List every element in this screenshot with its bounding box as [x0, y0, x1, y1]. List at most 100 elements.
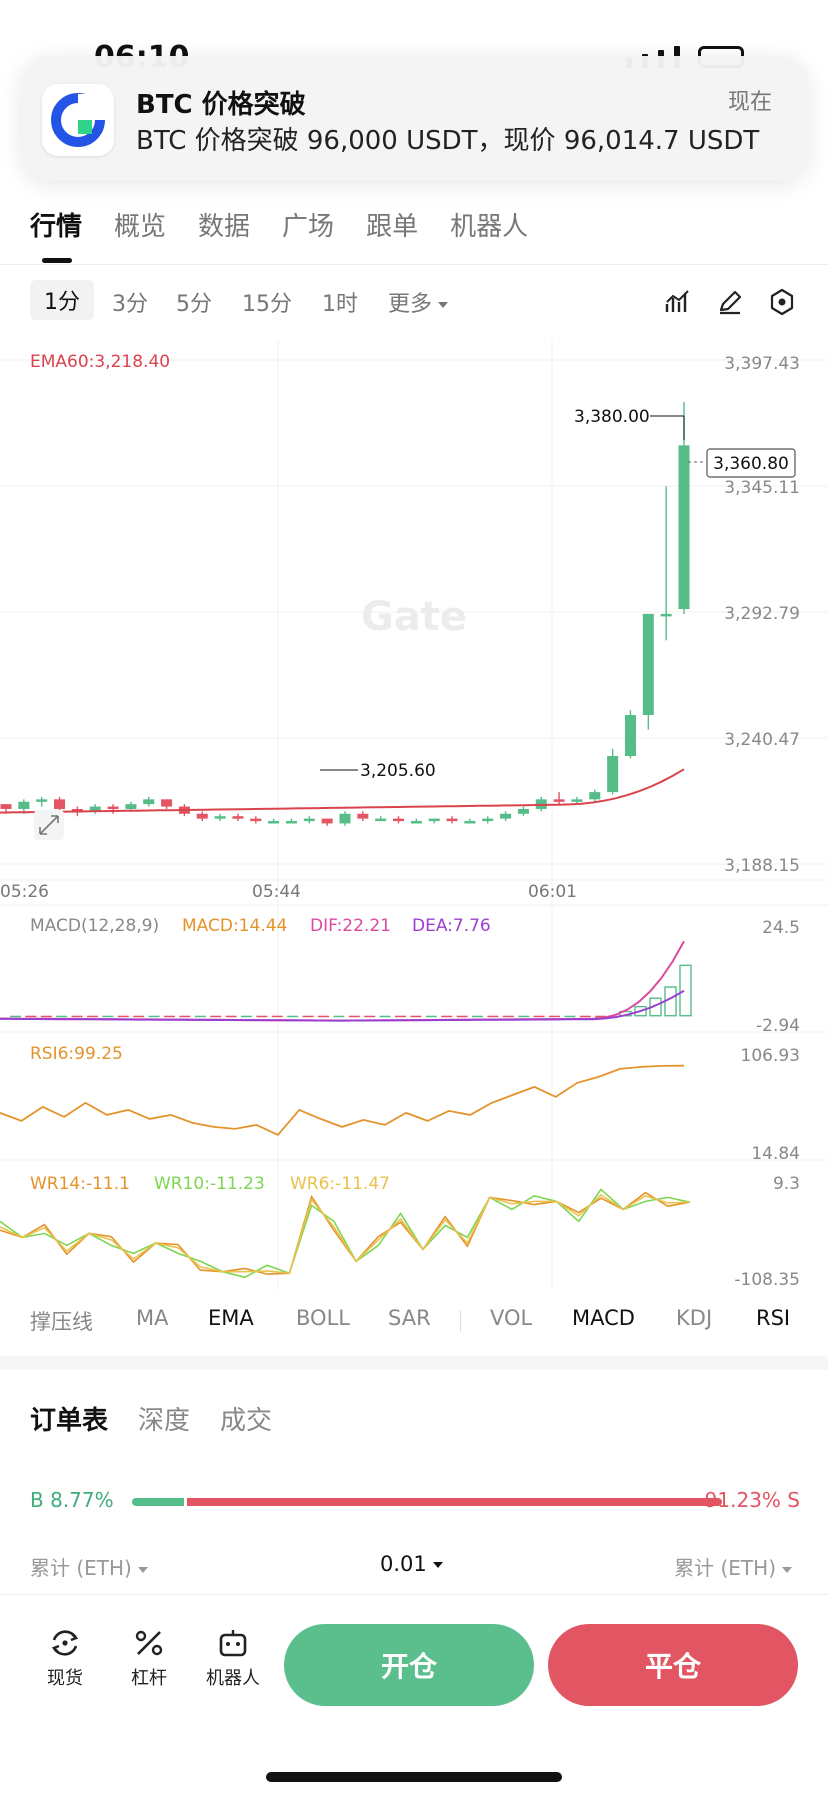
precision-select[interactable]: 0.01 — [380, 1552, 443, 1576]
candle-body — [250, 818, 262, 822]
tab-orderbook[interactable]: 订单表 — [30, 1406, 109, 1436]
macd-histogram-bar — [40, 1015, 52, 1018]
close-position-button[interactable]: 平仓 — [548, 1624, 798, 1706]
buy-label: B — [30, 1488, 44, 1512]
wr6-value: WR6:-11.47 — [290, 1174, 390, 1194]
indicator-macd[interactable]: MACD — [572, 1306, 635, 1330]
wr-axis-bottom: -108.35 — [734, 1270, 800, 1290]
candle-body — [232, 816, 244, 819]
macd-histogram-bar — [518, 1015, 530, 1018]
candle-body — [553, 799, 565, 802]
current-price-label: 3,360.80 — [713, 454, 789, 474]
kline-chart-canvas[interactable]: Gate 3,380.00 3,205.60 3,360.80 — [0, 340, 828, 1290]
tab-overview[interactable]: 概览 — [114, 212, 167, 242]
candle-body — [517, 808, 529, 814]
interval-15m[interactable]: 15分 — [242, 292, 292, 317]
open-position-button[interactable]: 开仓 — [284, 1624, 534, 1706]
candle-body — [285, 821, 297, 824]
tab-trades[interactable]: 成交 — [220, 1406, 273, 1436]
nav-bot[interactable]: 机器人 — [198, 1620, 268, 1690]
tab-bot[interactable]: 机器人 — [450, 212, 529, 242]
current-price-box — [706, 448, 796, 478]
price-axis-label: 3,345.11 — [724, 478, 800, 498]
macd-histogram-bar — [533, 1015, 545, 1018]
macd-axis-bottom: -2.94 — [756, 1016, 800, 1036]
macd-histogram-bar — [210, 1015, 222, 1018]
robot-icon — [219, 1630, 247, 1657]
price-axis-label: 3,240.47 — [724, 730, 800, 750]
indicator-icon[interactable] — [664, 288, 692, 316]
nav-spot[interactable]: 现货 — [30, 1620, 100, 1690]
tab-depth[interactable]: 深度 — [138, 1406, 191, 1436]
indicator-rsi[interactable]: RSI — [756, 1306, 791, 1330]
macd-histogram-bar — [549, 1015, 560, 1018]
notification-time: 现在 — [727, 90, 772, 115]
candle-body — [607, 755, 619, 793]
dea-value: DEA:7.76 — [412, 916, 491, 936]
tab-data[interactable]: 数据 — [198, 212, 251, 242]
interval-more[interactable]: 更多 — [388, 286, 449, 318]
tab-copy-trade[interactable]: 跟单 — [366, 212, 419, 242]
candle-body — [428, 818, 440, 822]
settings-hexagon-icon[interactable] — [768, 288, 796, 316]
interval-1h[interactable]: 1时 — [322, 292, 358, 317]
macd-histogram-bar — [256, 1015, 268, 1018]
chevron-down-icon — [782, 1566, 792, 1573]
interval-5m[interactable]: 5分 — [176, 292, 212, 317]
macd-histogram-bar — [441, 1015, 453, 1018]
candle-body — [268, 821, 280, 824]
rsi-value: RSI6:99.25 — [30, 1044, 123, 1064]
macd-histogram-bar — [579, 1015, 591, 1018]
tab-market[interactable]: 行情 — [30, 206, 82, 263]
pencil-icon[interactable] — [716, 288, 744, 316]
orderbook-tabs: 订单表 深度 成交 — [30, 1400, 302, 1437]
interval-more-label: 更多 — [388, 292, 433, 317]
macd-histogram-bar — [117, 1015, 129, 1018]
precision-value: 0.01 — [380, 1552, 427, 1576]
notification-body: BTC 价格突破 96,000 USDT，现价 96,014.7 USDT — [136, 126, 760, 156]
buy-ratio-bar — [132, 1498, 184, 1506]
candle-body — [143, 799, 155, 805]
candle-body — [589, 792, 601, 800]
interval-3m[interactable]: 3分 — [112, 292, 148, 317]
indicator-ma[interactable]: MA — [136, 1306, 169, 1330]
rsi-line — [0, 1064, 685, 1137]
macd-histogram-bar — [318, 1015, 329, 1018]
candle-body — [71, 808, 83, 812]
indicator-boll[interactable]: BOLL — [296, 1306, 350, 1330]
price-axis-label: 3,188.15 — [724, 856, 800, 876]
macd-histogram-bar — [410, 1015, 422, 1018]
cumulative-left-select[interactable]: 累计 (ETH) — [30, 1552, 148, 1581]
macd-axis-top: 24.5 — [762, 918, 800, 938]
candle-body — [125, 804, 137, 809]
divider — [0, 264, 828, 265]
indicator-bar: 撑压线 MA EMA BOLL SAR VOL MACD KDJ RSI — [30, 1306, 800, 1336]
gate-logo-icon — [42, 84, 114, 156]
tab-square[interactable]: 广场 — [282, 212, 335, 242]
notification-banner[interactable]: BTC 价格突破 现在 BTC 价格突破 96,000 USDT，现价 96,0… — [22, 56, 808, 180]
leverage-icon — [135, 1630, 163, 1656]
candle-body — [0, 804, 12, 809]
bottom-action-bar: 现货 杠杆 机器人 开仓 平仓 — [0, 1620, 828, 1710]
kline-chart[interactable]: Gate 3,380.00 3,205.60 3,360.80 EMA60:3,… — [0, 340, 828, 1290]
cumulative-right-select[interactable]: 累计 (ETH) — [674, 1552, 792, 1581]
candle-body — [161, 799, 173, 807]
wr6-line — [0, 1193, 691, 1275]
indicator-ema[interactable]: EMA — [208, 1306, 254, 1330]
price-axis-label: 3,397.43 — [724, 354, 800, 374]
section-divider — [0, 1356, 828, 1370]
expand-icon[interactable] — [34, 810, 64, 840]
macd-histogram-bar — [456, 1015, 468, 1018]
indicator-vol[interactable]: VOL — [490, 1306, 533, 1330]
dea-line — [0, 989, 685, 1022]
macd-histogram-bar — [564, 1015, 576, 1018]
nav-leverage[interactable]: 杠杆 — [114, 1620, 184, 1690]
indicator-kdj[interactable]: KDJ — [676, 1306, 713, 1330]
candle-body — [321, 818, 333, 824]
indicator-support-resistance[interactable]: 撑压线 — [30, 1310, 93, 1334]
candle-body — [482, 818, 494, 822]
macd-histogram-bar — [395, 1015, 406, 1018]
interval-1m[interactable]: 1分 — [30, 280, 94, 320]
macd-histogram-bar — [71, 1015, 83, 1018]
indicator-sar[interactable]: SAR — [388, 1306, 431, 1330]
